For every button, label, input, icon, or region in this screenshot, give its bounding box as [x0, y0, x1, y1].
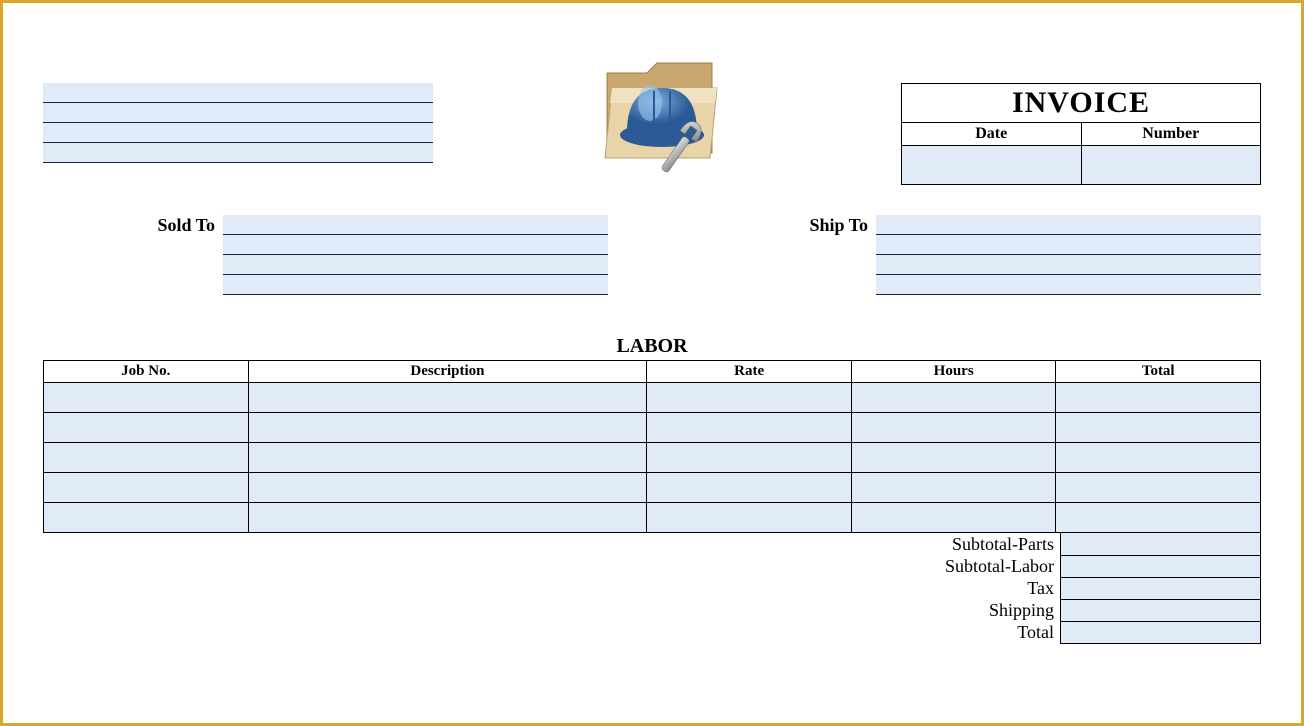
invoice-number-header: Number	[1082, 123, 1261, 146]
company-line[interactable]	[43, 83, 433, 103]
subtotal-labor-label: Subtotal-Labor	[861, 555, 1061, 577]
labor-cell[interactable]	[44, 383, 249, 413]
labor-cell[interactable]	[44, 443, 249, 473]
labor-cell[interactable]	[647, 473, 852, 503]
shipping-label: Shipping	[861, 599, 1061, 621]
labor-table: Job No. Description Rate Hours Total	[43, 360, 1261, 533]
ship-to-line[interactable]	[876, 215, 1261, 235]
labor-cell[interactable]	[1056, 503, 1261, 533]
labor-row	[44, 413, 1261, 443]
ship-to-line[interactable]	[876, 275, 1261, 295]
labor-title: LABOR	[43, 335, 1261, 358]
labor-cell[interactable]	[647, 503, 852, 533]
labor-cell[interactable]	[851, 473, 1056, 503]
labor-cell[interactable]	[851, 383, 1056, 413]
labor-th-rate: Rate	[647, 361, 852, 383]
total-label: Total	[861, 621, 1061, 643]
totals-section: Subtotal-Parts Subtotal-Labor Tax Shippi…	[43, 533, 1261, 644]
labor-cell[interactable]	[44, 503, 249, 533]
invoice-page: INVOICE Date Number Sold To Ship To	[0, 0, 1304, 726]
labor-cell[interactable]	[248, 473, 647, 503]
tax-value[interactable]	[1061, 577, 1261, 599]
ship-to-line[interactable]	[876, 235, 1261, 255]
company-line[interactable]	[43, 143, 433, 163]
invoice-title: INVOICE	[902, 84, 1260, 123]
sold-to-line[interactable]	[223, 275, 608, 295]
tax-label: Tax	[861, 577, 1061, 599]
labor-th-hours: Hours	[851, 361, 1056, 383]
invoice-meta-box: INVOICE Date Number	[901, 83, 1261, 185]
labor-row	[44, 503, 1261, 533]
labor-cell[interactable]	[1056, 383, 1261, 413]
company-line[interactable]	[43, 103, 433, 123]
invoice-date-field[interactable]	[902, 146, 1082, 184]
ship-to-block: Ship To	[776, 215, 1261, 295]
sold-to-line[interactable]	[223, 215, 608, 235]
invoice-number-field[interactable]	[1082, 146, 1261, 184]
address-row: Sold To Ship To	[43, 215, 1261, 295]
company-address-block	[43, 83, 433, 163]
labor-cell[interactable]	[647, 383, 852, 413]
labor-cell[interactable]	[248, 383, 647, 413]
labor-tbody	[44, 383, 1261, 533]
labor-cell[interactable]	[851, 413, 1056, 443]
subtotal-labor-value[interactable]	[1061, 555, 1261, 577]
sold-to-block: Sold To	[43, 215, 608, 295]
labor-cell[interactable]	[851, 443, 1056, 473]
ship-to-line[interactable]	[876, 255, 1261, 275]
sold-to-label: Sold To	[43, 215, 223, 236]
total-value[interactable]	[1061, 621, 1261, 643]
company-line[interactable]	[43, 123, 433, 143]
labor-cell[interactable]	[248, 503, 647, 533]
totals-table: Subtotal-Parts Subtotal-Labor Tax Shippi…	[861, 533, 1262, 644]
labor-th-total: Total	[1056, 361, 1261, 383]
logo-icon	[587, 43, 747, 183]
labor-cell[interactable]	[1056, 443, 1261, 473]
invoice-date-header: Date	[902, 123, 1082, 146]
ship-to-label: Ship To	[776, 215, 876, 236]
labor-cell[interactable]	[1056, 413, 1261, 443]
sold-to-line[interactable]	[223, 235, 608, 255]
subtotal-parts-label: Subtotal-Parts	[861, 533, 1061, 555]
top-row: INVOICE Date Number	[43, 53, 1261, 185]
labor-row	[44, 473, 1261, 503]
labor-cell[interactable]	[44, 413, 249, 443]
labor-th-jobno: Job No.	[44, 361, 249, 383]
labor-row	[44, 443, 1261, 473]
labor-cell[interactable]	[1056, 473, 1261, 503]
sold-to-line[interactable]	[223, 255, 608, 275]
subtotal-parts-value[interactable]	[1061, 533, 1261, 555]
labor-section: LABOR Job No. Description Rate Hours Tot…	[43, 335, 1261, 533]
labor-cell[interactable]	[248, 443, 647, 473]
labor-cell[interactable]	[647, 413, 852, 443]
labor-cell[interactable]	[44, 473, 249, 503]
labor-cell[interactable]	[248, 413, 647, 443]
labor-cell[interactable]	[851, 503, 1056, 533]
shipping-value[interactable]	[1061, 599, 1261, 621]
labor-th-description: Description	[248, 361, 647, 383]
labor-cell[interactable]	[647, 443, 852, 473]
labor-row	[44, 383, 1261, 413]
